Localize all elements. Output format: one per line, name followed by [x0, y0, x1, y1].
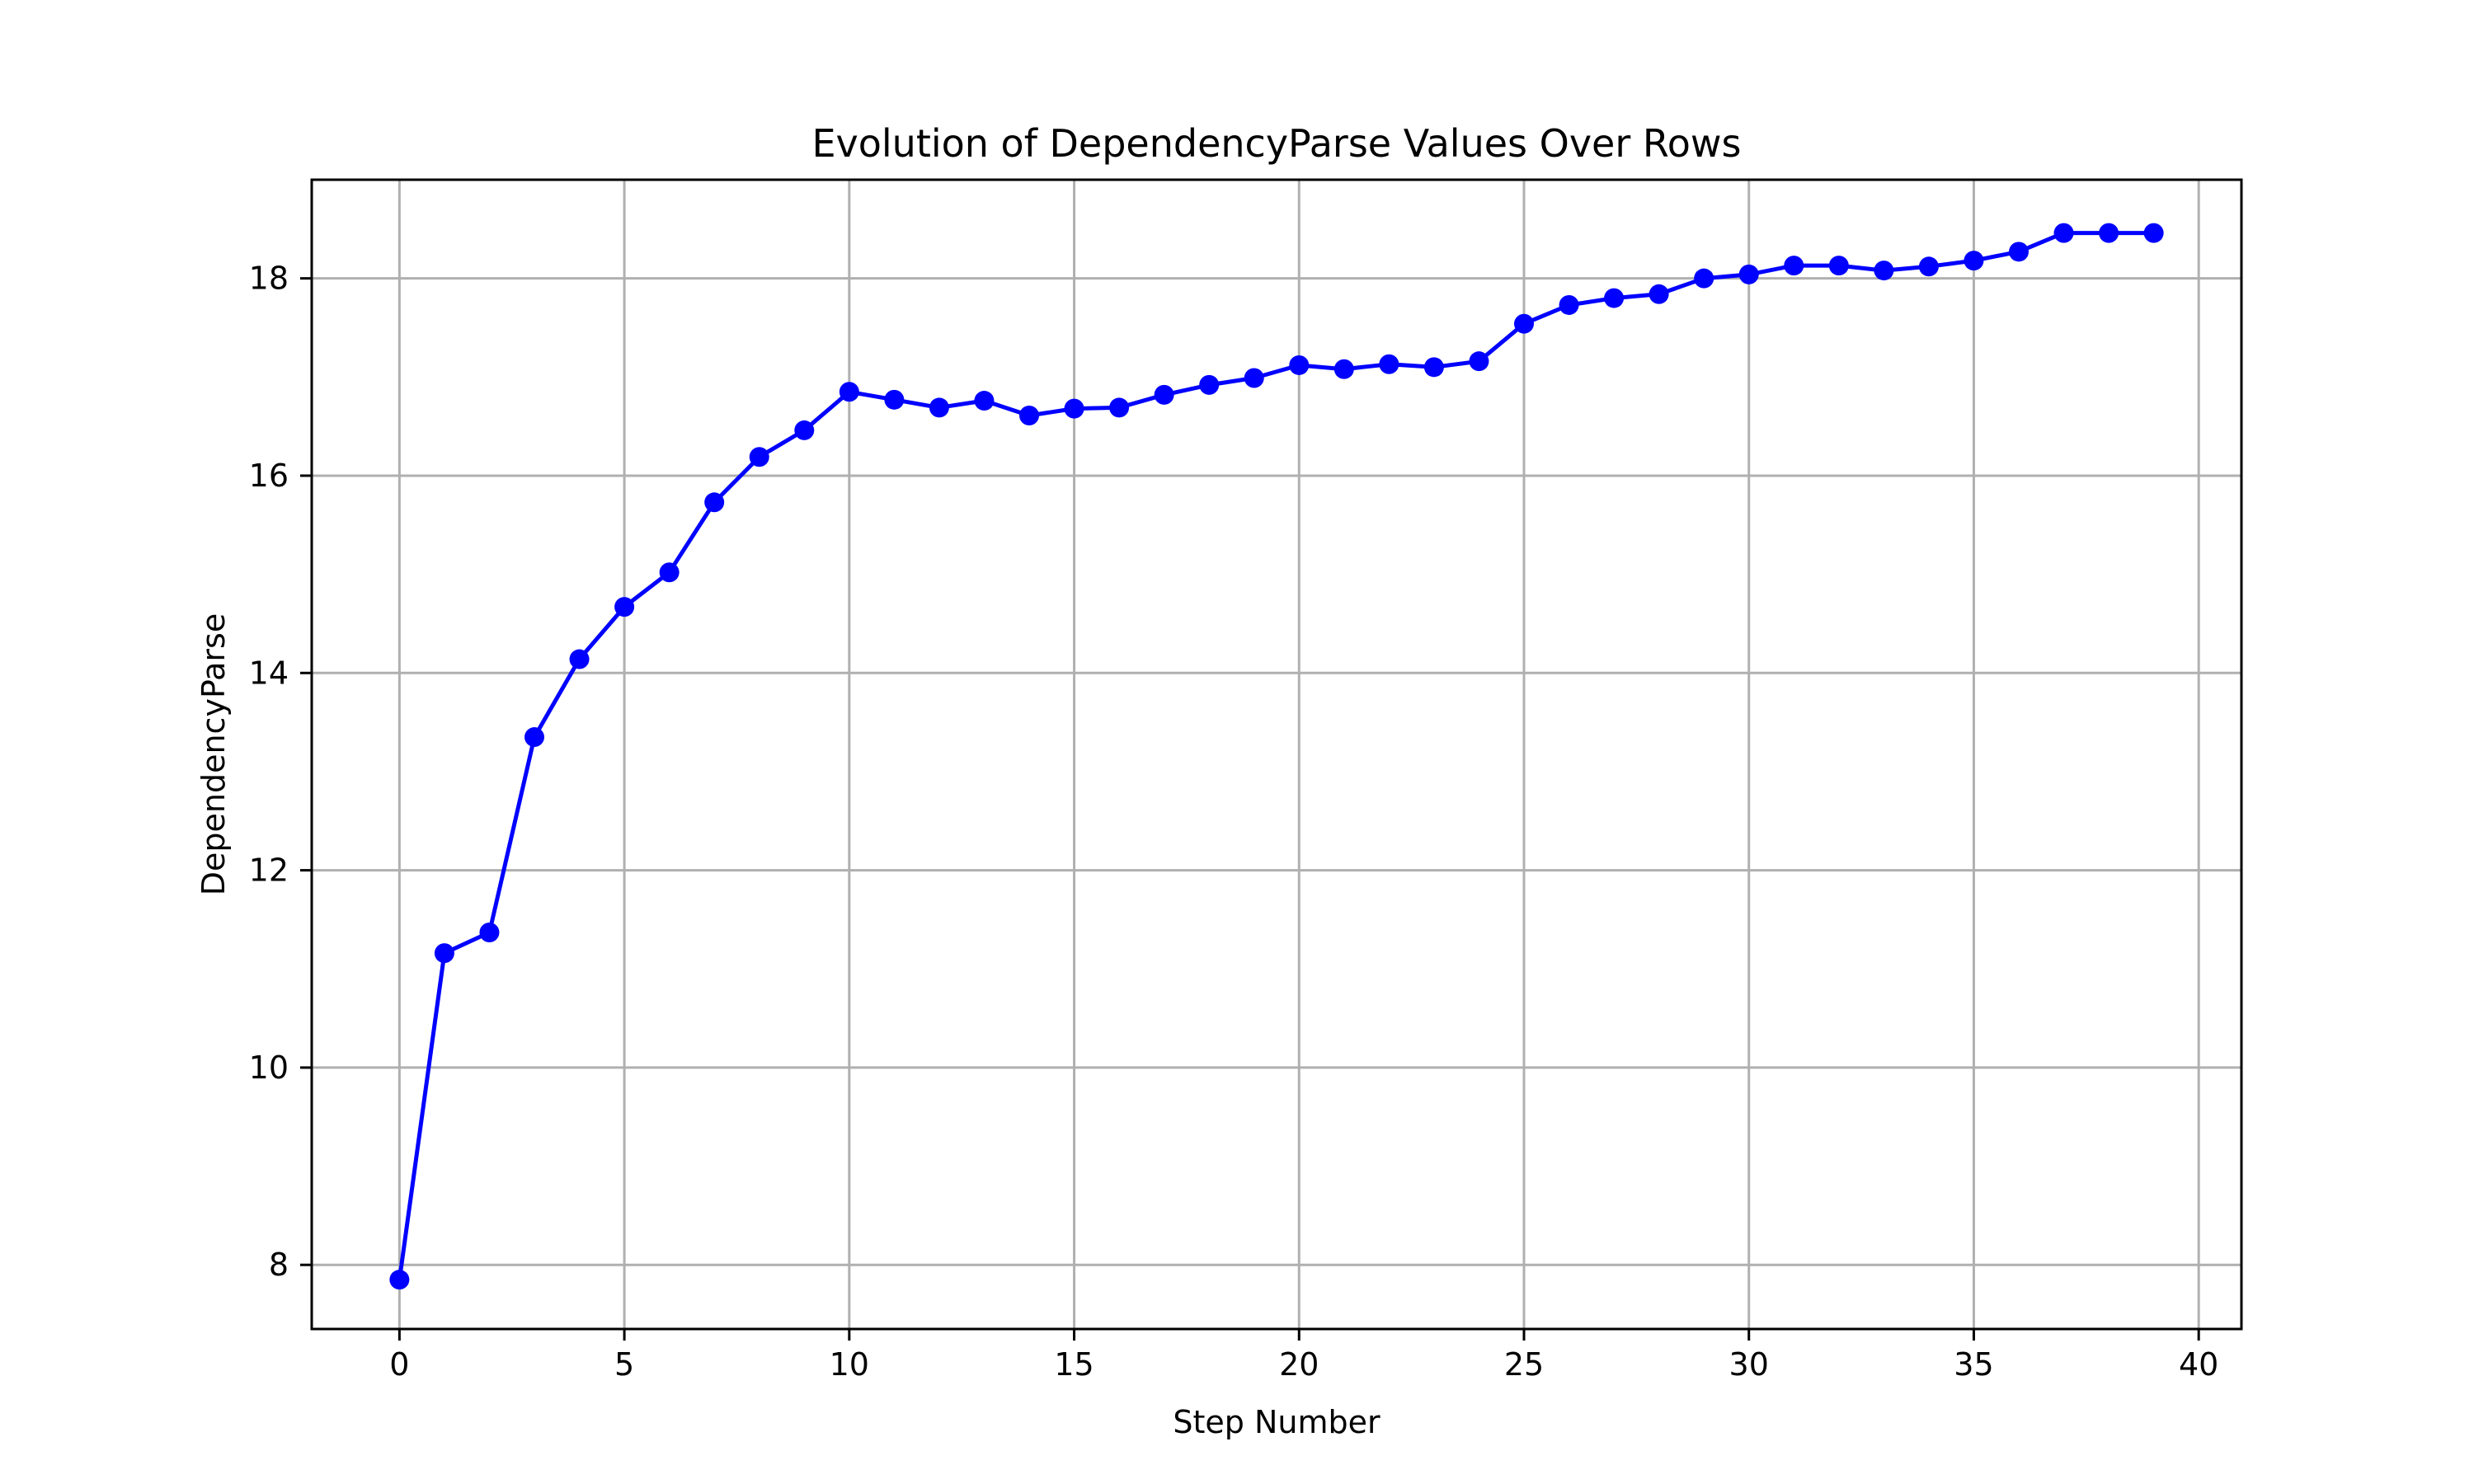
- data-point: [1738, 264, 1759, 284]
- x-tick-label: 0: [389, 1346, 409, 1383]
- y-tick-label: 18: [249, 261, 289, 297]
- y-tick-label: 8: [269, 1247, 289, 1283]
- data-point: [1244, 368, 1264, 388]
- y-tick-label: 10: [249, 1050, 289, 1086]
- data-point: [1514, 313, 1534, 334]
- y-tick-label: 16: [249, 458, 289, 494]
- x-tick-label: 35: [1954, 1346, 1993, 1383]
- data-point: [2099, 223, 2119, 243]
- data-point: [1154, 384, 1174, 405]
- data-point: [1649, 284, 1669, 304]
- x-tick-label: 10: [830, 1346, 869, 1383]
- data-point: [704, 492, 725, 513]
- y-tick-label: 12: [249, 852, 289, 889]
- data-point: [1289, 355, 1310, 375]
- ticks-layer: 0 5 10 15 20 25 30 35 40 8 10 12 14 16 18: [249, 261, 2219, 1383]
- series-line: [397, 231, 2154, 1280]
- series-layer: [389, 223, 2164, 1290]
- data-point: [1828, 256, 1849, 276]
- data-point: [1064, 398, 1084, 419]
- data-point: [1694, 268, 1714, 289]
- data-point: [794, 420, 815, 440]
- data-point: [569, 649, 590, 669]
- data-point: [1918, 256, 1939, 277]
- x-tick-label: 15: [1054, 1346, 1094, 1383]
- data-point: [1559, 294, 1579, 315]
- data-point: [524, 727, 544, 748]
- data-point: [1379, 354, 1399, 374]
- y-tick-label: 14: [249, 655, 289, 691]
- data-point: [1964, 251, 1984, 271]
- chart-title: Evolution of DependencyParse Values Over…: [811, 121, 1741, 166]
- data-point: [1469, 351, 1489, 372]
- data-point: [1199, 374, 1220, 395]
- data-point: [1874, 261, 1894, 281]
- data-point: [1784, 256, 1804, 276]
- x-tick-label: 30: [1729, 1346, 1769, 1383]
- data-point: [839, 382, 859, 402]
- data-point: [1423, 357, 1444, 378]
- grid-layer: [312, 180, 2241, 1329]
- data-point: [884, 389, 905, 410]
- data-point: [2009, 242, 2029, 262]
- x-tick-label: 40: [2179, 1346, 2218, 1383]
- x-axis-label: Step Number: [1173, 1404, 1380, 1440]
- y-axis-label: DependencyParse: [195, 613, 232, 895]
- data-point: [659, 562, 680, 583]
- x-tick-label: 20: [1279, 1346, 1319, 1383]
- data-point: [479, 922, 500, 942]
- data-point: [749, 447, 769, 467]
- data-point: [1604, 288, 1625, 308]
- data-point: [2053, 223, 2074, 243]
- data-point: [1019, 405, 1039, 425]
- data-point: [974, 391, 995, 411]
- plot-area-frame: [310, 178, 2243, 1331]
- data-point: [2143, 223, 2164, 243]
- data-point: [614, 597, 635, 618]
- x-tick-label: 25: [1504, 1346, 1544, 1383]
- data-point: [434, 943, 454, 964]
- x-tick-label: 5: [614, 1346, 634, 1383]
- data-point: [929, 397, 949, 418]
- data-point: [1333, 359, 1354, 379]
- data-point: [389, 1270, 410, 1290]
- data-point: [1109, 397, 1130, 418]
